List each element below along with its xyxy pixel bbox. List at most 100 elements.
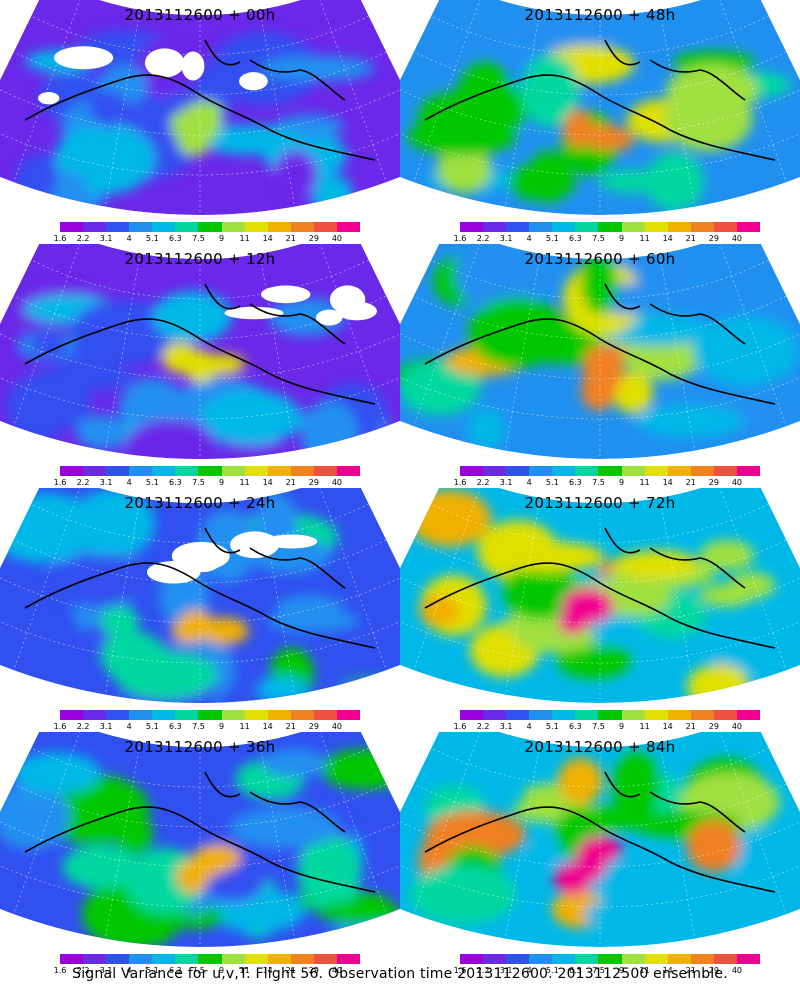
colorbar-tick-label: 11 — [639, 966, 650, 975]
colorbar-segment — [506, 954, 530, 964]
colorbar-segment — [621, 710, 645, 720]
variance-blob — [200, 390, 302, 446]
colorbar-tick-label: 40 — [331, 478, 343, 487]
missing-data-patch — [224, 306, 284, 320]
colorbar-tick-label: 29 — [708, 478, 719, 487]
colorbar-segment — [221, 954, 245, 964]
colorbar-tick-label: 2.2 — [76, 966, 90, 975]
colorbar-tick-label: 11 — [639, 234, 650, 243]
variance-blob — [326, 681, 400, 703]
variance-blob — [686, 664, 751, 703]
colorbar-segment — [713, 954, 737, 964]
variance-map — [0, 0, 400, 215]
colorbar-tick-label: 3.1 — [499, 966, 513, 975]
variance-blob — [75, 414, 128, 450]
colorbar-tick-label: 1.6 — [53, 966, 67, 975]
variance-blob — [666, 64, 758, 118]
colorbar-tick-label: 3.1 — [499, 722, 513, 731]
variance-blob — [425, 810, 526, 858]
variance-blob — [297, 835, 362, 910]
longitude-line — [717, 488, 787, 671]
variance-blob — [256, 676, 308, 703]
colorbar-tick-label: 29 — [308, 966, 319, 975]
colorbar-tick-label: 9 — [618, 966, 625, 975]
map-panel: 2013112600 + 36h 1.6 2.2 3.1 4 5.1 6.3 7.5 9 11 14… — [0, 732, 400, 976]
coastline — [24, 39, 376, 161]
colorbar-tick-label: 21 — [685, 966, 696, 975]
colorbar-tick-label: 11 — [639, 478, 650, 487]
colorbar-tick-label: 1.6 — [453, 478, 467, 487]
colorbar-tick-label: 4 — [526, 966, 532, 975]
colorbar-tick-label: 1.6 — [453, 966, 467, 975]
colorbar-tick-label: 21 — [285, 478, 296, 487]
variance-map — [400, 0, 800, 215]
variance-blob — [409, 865, 516, 925]
colorbar-segment — [621, 222, 645, 232]
map-panel: 2013112600 + 84h 1.6 2.2 3.1 4 5.1 6.3 7.5 9 11 14… — [400, 732, 800, 976]
variance-maximum — [563, 109, 593, 149]
colorbar-segment — [336, 710, 361, 720]
colorbar-segment — [736, 222, 761, 232]
variance-blob — [330, 676, 400, 703]
colorbar-tick-label: 9 — [218, 966, 225, 975]
colorbar-tick-label: 3.1 — [99, 722, 113, 731]
colorbar-segment — [460, 466, 484, 476]
variance-blob — [556, 642, 632, 680]
colorbar — [460, 954, 761, 964]
colorbar-tick-label: 11 — [239, 722, 250, 731]
colorbar-ticks: 1.6 2.2 3.1 4 5.1 6.3 7.5 9 11 14 21 29 40 — [54, 234, 360, 244]
colorbar-tick-label: 5.1 — [145, 722, 159, 731]
variance-blob — [468, 297, 567, 368]
colorbar-segment — [244, 222, 268, 232]
colorbar-tick-label: 21 — [685, 234, 696, 243]
colorbar-tick-label: 40 — [731, 478, 743, 487]
colorbar-segment — [244, 954, 268, 964]
colorbar-segment — [690, 222, 714, 232]
colorbar-segment — [336, 466, 361, 476]
longitude-line — [717, 244, 787, 427]
colorbar-segment — [221, 466, 245, 476]
longitude-line — [317, 244, 387, 427]
colorbar-tick-label: 21 — [285, 234, 296, 243]
colorbar-segment — [575, 222, 599, 232]
colorbar-tick-label: 2.2 — [76, 722, 90, 731]
colorbar-segment — [267, 954, 291, 964]
variance-blob — [443, 80, 529, 136]
map-panel: 2013112600 + 48h 1.6 2.2 3.1 4 5.1 6.3 7.5 9 11 14… — [400, 0, 800, 244]
colorbar-tick-label: 14 — [262, 722, 273, 731]
colorbar-tick-label: 7.5 — [592, 966, 605, 975]
colorbar-tick-label: 6.3 — [169, 478, 182, 487]
colorbar-tick-label: 14 — [262, 234, 273, 243]
colorbar-tick-label: 14 — [262, 966, 273, 975]
colorbar-ticks: 1.6 2.2 3.1 4 5.1 6.3 7.5 9 11 14 21 29 40 — [54, 966, 360, 976]
colorbar-tick-label: 3.1 — [99, 966, 113, 975]
colorbar-tick-label: 7.5 — [592, 478, 605, 487]
colorbar-segment — [152, 466, 176, 476]
colorbar-segment — [736, 710, 761, 720]
colorbar-segment — [644, 954, 668, 964]
colorbar-tick-label: 9 — [218, 234, 225, 243]
colorbar-segment — [552, 222, 576, 232]
variance-blob — [646, 151, 705, 212]
colorbar-segment — [460, 222, 484, 232]
colorbar-tick-label: 40 — [331, 234, 343, 243]
colorbar-segment — [483, 710, 507, 720]
variance-blob — [299, 401, 359, 459]
colorbar-segment — [244, 466, 268, 476]
coastline — [424, 283, 776, 405]
colorbar-segment — [644, 466, 668, 476]
colorbar — [460, 710, 761, 720]
longitude-line — [105, 9, 141, 207]
colorbar-tick-label: 6.3 — [569, 234, 582, 243]
colorbar-tick-label: 7.5 — [192, 478, 205, 487]
colorbar-tick-label: 29 — [708, 722, 719, 731]
colorbar-tick-label: 29 — [308, 478, 319, 487]
variance-blob — [311, 174, 354, 215]
variance-blob — [699, 539, 755, 571]
longitude-line — [717, 0, 787, 183]
variance-blob — [520, 54, 580, 128]
coastline — [424, 771, 776, 893]
missing-data-patch — [265, 534, 318, 549]
colorbar-segment — [267, 466, 291, 476]
colorbar-tick-label: 40 — [331, 722, 343, 731]
